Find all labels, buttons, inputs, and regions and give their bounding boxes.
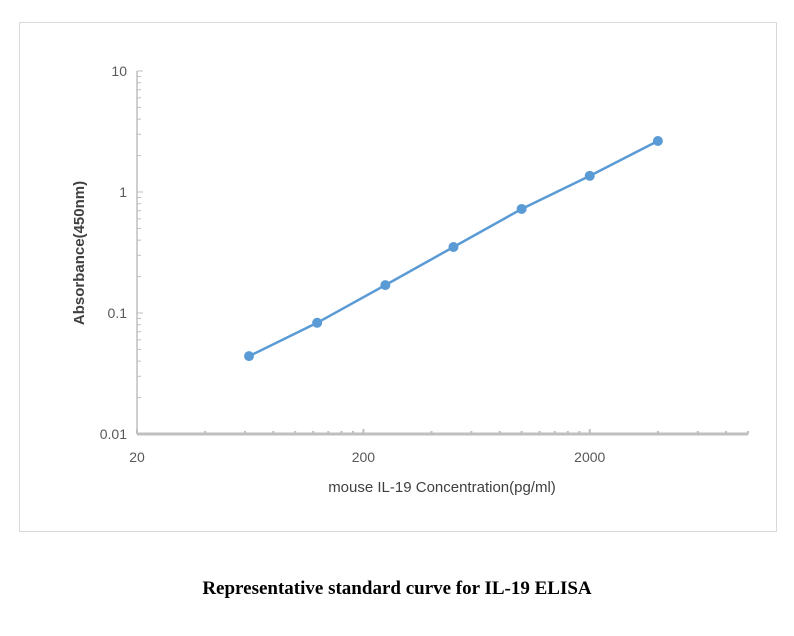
data-point (380, 280, 391, 291)
tick-labels: 0.01 0.1 1 10 20 200 2000 (100, 63, 606, 465)
data-point (652, 135, 663, 146)
x-tick-label: 2000 (574, 449, 605, 465)
data-point (312, 317, 323, 328)
axes (136, 70, 749, 436)
data-point (516, 203, 527, 214)
x-axis-label: mouse IL-19 Concentration(pg/ml) (328, 479, 556, 496)
y-tick-label: 0.01 (100, 426, 127, 442)
y-axis-label: Absorbance(450nm) (71, 181, 88, 325)
y-tick-label: 1 (119, 184, 127, 200)
data-point (448, 242, 459, 253)
x-tick-label: 20 (129, 449, 145, 465)
data-point (244, 351, 255, 362)
chart-frame (19, 22, 777, 532)
data-point (584, 170, 595, 181)
figure-caption: Representative standard curve for IL-19 … (202, 578, 592, 599)
x-tick-label: 200 (352, 449, 376, 465)
y-tick-label: 10 (111, 63, 127, 79)
series (244, 135, 663, 362)
y-tick-label: 0.1 (108, 305, 128, 321)
